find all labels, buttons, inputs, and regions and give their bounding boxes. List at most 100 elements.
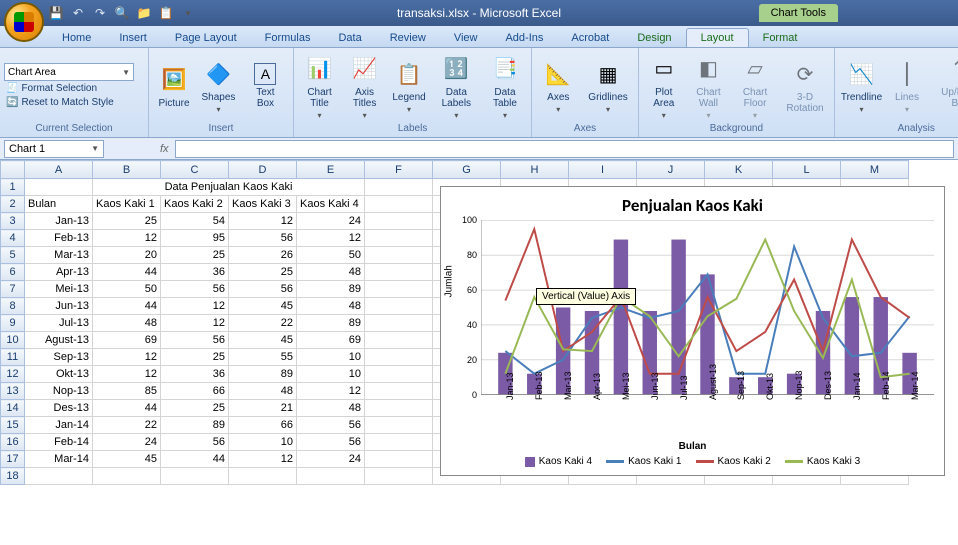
table-title-cell[interactable]: Data Penjualan Kaos Kaki [93,179,365,196]
row-header[interactable]: 16 [1,434,25,451]
column-header[interactable]: F [365,161,433,179]
data-cell[interactable]: Jun-13 [25,298,93,315]
office-button[interactable] [4,2,44,42]
data-cell[interactable]: Apr-13 [25,264,93,281]
chart-wall-button[interactable]: ◧Chart Wall▾ [687,51,730,122]
tab-formulas[interactable]: Formulas [251,29,325,47]
data-cell[interactable]: 69 [297,332,365,349]
shapes-button[interactable]: 🔷Shapes▾ [197,56,240,116]
data-cell[interactable]: 56 [229,281,297,298]
legend-item[interactable]: Kaos Kaki 4 [525,456,592,467]
column-header[interactable]: C [161,161,229,179]
chart-title-button[interactable]: 📊Chart Title▾ [298,51,341,122]
paste-icon[interactable]: 📋 [158,5,174,21]
data-cell[interactable]: 56 [161,332,229,349]
data-cell[interactable]: Mar-13 [25,247,93,264]
data-cell[interactable]: 22 [93,417,161,434]
row-header[interactable]: 17 [1,451,25,468]
folder-icon[interactable]: 📁 [136,5,152,21]
fx-icon[interactable]: fx [160,143,169,155]
axes-button[interactable]: 📐Axes▾ [536,56,580,116]
data-cell[interactable]: 48 [229,383,297,400]
row-header[interactable]: 11 [1,349,25,366]
chart-floor-button[interactable]: ▱Chart Floor▾ [732,51,778,122]
data-cell[interactable]: Jul-13 [25,315,93,332]
tab-view[interactable]: View [440,29,492,47]
row-header[interactable]: 1 [1,179,25,196]
plot-area-button[interactable]: ▭Plot Area▾ [643,51,685,122]
column-header[interactable]: M [841,161,909,179]
data-cell[interactable]: Mar-14 [25,451,93,468]
chart-plot-area[interactable]: Jumlah Vertical (Value) Axis Jan-13Feb-1… [481,220,934,395]
column-header[interactable]: K [705,161,773,179]
row-header[interactable]: 7 [1,281,25,298]
axis-titles-button[interactable]: 📈Axis Titles▾ [343,51,386,122]
chart-legend[interactable]: Kaos Kaki 4Kaos Kaki 1Kaos Kaki 2Kaos Ka… [441,452,944,471]
data-cell[interactable]: 48 [297,264,365,281]
data-cell[interactable]: 10 [297,366,365,383]
data-cell[interactable]: 45 [93,451,161,468]
chart-object[interactable]: Penjualan Kaos Kaki Jumlah Vertical (Val… [440,186,945,476]
data-cell[interactable]: 12 [297,383,365,400]
data-cell[interactable]: 54 [161,213,229,230]
data-cell[interactable]: 12 [93,366,161,383]
rotation-button[interactable]: ⟳3-D Rotation [780,56,830,116]
row-header[interactable]: 3 [1,213,25,230]
data-cell[interactable]: Jan-13 [25,213,93,230]
worksheet-area[interactable]: ABCDEFGHIJKLM1Data Penjualan Kaos Kaki2B… [0,160,958,485]
data-cell[interactable]: Agust-13 [25,332,93,349]
data-cell[interactable]: 89 [161,417,229,434]
zoom-icon[interactable]: 🔍 [114,5,130,21]
data-cell[interactable]: 56 [229,230,297,247]
data-table-button[interactable]: 📑Data Table▾ [483,51,528,122]
data-labels-button[interactable]: 🔢Data Labels▾ [432,51,481,122]
qat-more-icon[interactable]: ▼ [180,5,196,21]
row-header[interactable]: 2 [1,196,25,213]
data-cell[interactable]: 24 [93,434,161,451]
data-cell[interactable]: 12 [297,230,365,247]
data-cell[interactable]: 44 [93,264,161,281]
column-header[interactable]: B [93,161,161,179]
data-cell[interactable]: 50 [93,281,161,298]
tab-format[interactable]: Format [749,29,812,47]
table-header-cell[interactable]: Kaos Kaki 4 [297,196,365,213]
data-cell[interactable]: 24 [297,213,365,230]
data-cell[interactable]: 66 [229,417,297,434]
data-cell[interactable]: 25 [93,213,161,230]
column-header[interactable]: G [433,161,501,179]
tab-review[interactable]: Review [376,29,440,47]
data-cell[interactable]: 36 [161,264,229,281]
tab-add-ins[interactable]: Add-Ins [491,29,557,47]
data-cell[interactable]: Jan-14 [25,417,93,434]
data-cell[interactable]: 56 [161,281,229,298]
column-header[interactable]: J [637,161,705,179]
data-cell[interactable]: 10 [229,434,297,451]
data-cell[interactable]: 24 [297,451,365,468]
row-header[interactable]: 12 [1,366,25,383]
format-selection-button[interactable]: 🧾Format Selection [4,82,144,95]
row-header[interactable]: 4 [1,230,25,247]
data-cell[interactable]: 66 [161,383,229,400]
data-cell[interactable]: Sep-13 [25,349,93,366]
row-header[interactable]: 6 [1,264,25,281]
table-header-cell[interactable]: Kaos Kaki 1 [93,196,161,213]
picture-button[interactable]: 🖼️Picture [153,62,195,111]
data-cell[interactable]: Feb-13 [25,230,93,247]
updown-bars-button[interactable]: ⇅Up/Down Bars▾ [930,51,958,122]
table-header-cell[interactable]: Bulan [25,196,93,213]
data-cell[interactable]: 12 [229,451,297,468]
data-cell[interactable]: 69 [93,332,161,349]
data-cell[interactable]: 48 [93,315,161,332]
data-cell[interactable]: 21 [229,400,297,417]
data-cell[interactable]: 50 [297,247,365,264]
data-cell[interactable]: 12 [93,349,161,366]
reset-match-style-button[interactable]: 🔄Reset to Match Style [4,96,144,109]
table-header-cell[interactable]: Kaos Kaki 2 [161,196,229,213]
data-cell[interactable]: 26 [229,247,297,264]
data-cell[interactable]: 44 [93,400,161,417]
row-header[interactable]: 5 [1,247,25,264]
data-cell[interactable]: 22 [229,315,297,332]
chart-element-selector[interactable]: Chart Area▼ [4,63,134,81]
row-header[interactable]: 13 [1,383,25,400]
data-cell[interactable]: 56 [297,417,365,434]
